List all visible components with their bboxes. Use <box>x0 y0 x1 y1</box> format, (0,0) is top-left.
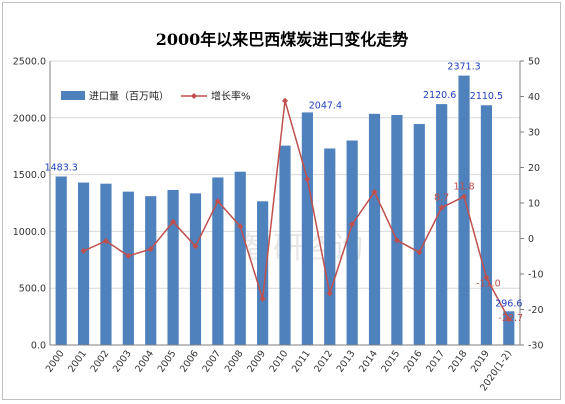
bar-data-label: 2047.4 <box>309 100 342 111</box>
growth-rate-line <box>83 100 510 320</box>
line-data-label: 11.8 <box>453 182 474 193</box>
legend-line-marker <box>191 93 197 99</box>
bar <box>77 182 90 345</box>
y-left-tick-label: 500.0 <box>19 284 46 295</box>
bar-data-label: 1483.3 <box>45 162 78 173</box>
growth-rate-point <box>416 249 423 256</box>
bar <box>279 145 291 345</box>
growth-rate-point <box>147 246 154 253</box>
y-left-tick-label: 2500.0 <box>13 57 46 68</box>
bar <box>212 177 224 345</box>
x-tick-label: 2015 <box>379 348 402 374</box>
bar <box>55 176 67 345</box>
growth-rate-point <box>102 237 109 244</box>
y-right-tick-label: -20 <box>528 305 544 316</box>
bar <box>346 140 358 345</box>
x-tick-label: 2019 <box>469 348 492 374</box>
growth-rate-point <box>192 243 199 250</box>
bar-data-label: 2371.3 <box>447 62 480 73</box>
x-tick-label: 2014 <box>357 348 380 374</box>
growth-rate-point <box>214 198 221 205</box>
growth-rate-point <box>237 223 244 230</box>
bar-data-label: 2110.5 <box>470 91 503 102</box>
bar <box>234 171 246 345</box>
data-labels: 1483.3 2047.4 2120.6 2371.3 2110.5 296.6 8.7 11… <box>45 62 524 324</box>
bar <box>324 148 336 345</box>
bar <box>480 105 493 346</box>
bar <box>413 124 425 345</box>
y-left-tick-label: 2000.0 <box>13 113 46 124</box>
x-tick-label: 2002 <box>89 348 112 374</box>
bar <box>368 113 381 345</box>
y-left-tick-label: 1000.0 <box>13 227 46 238</box>
growth-rate-point <box>393 237 400 244</box>
growth-rate-point <box>125 252 132 259</box>
bar <box>122 191 134 345</box>
legend-bar-label: 进口量（百万吨） <box>89 90 169 103</box>
chart-frame: 2000年以来巴西煤炭进口变化走势 智研咨询 0.0500.01000.0150… <box>2 2 561 400</box>
bar <box>458 75 470 345</box>
bar <box>301 112 313 345</box>
bar-data-label: 2120.6 <box>423 90 456 101</box>
bar <box>189 193 202 345</box>
x-tick-label: 2000 <box>44 348 67 374</box>
y-right-tick-label: 0 <box>528 234 534 245</box>
y-right-tick-label: 30 <box>528 128 540 139</box>
bar <box>391 114 403 346</box>
growth-rate-point <box>505 316 512 323</box>
chart-title: 2000年以来巴西煤炭进口变化走势 <box>156 30 409 49</box>
x-tick-label: 2017 <box>424 348 447 374</box>
x-tick-label: 2012 <box>312 348 335 374</box>
growth-rate-point <box>304 176 311 183</box>
y-left-tick-label: 1500.0 <box>13 170 46 181</box>
growth-rate-point <box>80 247 87 254</box>
line-data-label: -22.7 <box>499 313 524 324</box>
bar <box>436 104 448 345</box>
bar <box>145 196 157 345</box>
growth-rate-point <box>259 295 266 302</box>
y-right-tick-label: -30 <box>528 341 544 352</box>
x-tick-label: 2003 <box>111 348 134 374</box>
x-tick-label: 2010 <box>268 348 291 374</box>
growth-rate-point <box>326 290 333 297</box>
bar <box>503 311 515 345</box>
x-tick-label: 2008 <box>223 348 246 374</box>
bar <box>167 189 179 345</box>
x-tick-label: 2009 <box>245 348 268 374</box>
line-data-label: -11.0 <box>476 279 501 290</box>
x-tick-label: 2018 <box>447 348 470 374</box>
x-tick-label: 2006 <box>178 348 201 374</box>
legend: 进口量（百万吨） 增长率% <box>61 90 251 103</box>
chart-svg: 2000年以来巴西煤炭进口变化走势 智研咨询 0.0500.01000.0150… <box>13 30 544 393</box>
growth-rate-point <box>349 221 356 228</box>
y-right-tick-label: -10 <box>528 270 544 281</box>
bar <box>257 201 269 345</box>
bar <box>100 183 112 345</box>
growth-rate-point <box>438 204 445 211</box>
x-tick-label: 2005 <box>156 348 179 374</box>
growth-rate-point <box>170 218 177 225</box>
legend-bar-swatch <box>61 91 85 100</box>
growth-rate-point <box>371 188 378 195</box>
bar-series <box>55 75 515 346</box>
line-series <box>80 97 512 323</box>
y-left-tick-label: 0.0 <box>31 341 46 352</box>
y-right-tick-label: 50 <box>528 57 540 68</box>
bar-data-label: 296.6 <box>495 298 522 309</box>
legend-line-label: 增长率% <box>211 90 251 103</box>
x-tick-label: 2007 <box>200 348 223 374</box>
y-right-tick-label: 20 <box>528 163 540 174</box>
x-tick-label: 2001 <box>66 348 89 374</box>
x-tick-label: 2013 <box>335 348 358 374</box>
y-right-tick-label: 40 <box>528 92 540 103</box>
growth-rate-point <box>282 97 288 104</box>
growth-rate-point <box>461 193 468 200</box>
line-data-label: 8.7 <box>434 193 449 204</box>
x-tick-label: 2011 <box>290 348 313 374</box>
x-tick-label: 2016 <box>402 348 425 374</box>
y-right-tick-label: 10 <box>528 199 540 210</box>
x-tick-label: 2004 <box>133 348 156 374</box>
growth-rate-point <box>483 274 490 281</box>
